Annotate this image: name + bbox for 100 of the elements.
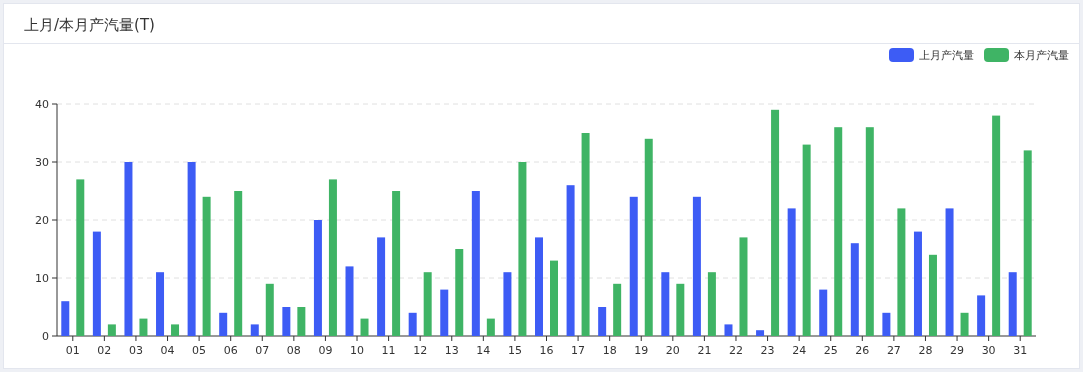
x-tick-label: 30 xyxy=(981,344,996,357)
bar xyxy=(550,260,558,336)
bar xyxy=(882,312,891,336)
x-tick-label: 22 xyxy=(728,344,743,357)
x-tick-label: 23 xyxy=(760,344,775,357)
bar xyxy=(518,162,527,336)
x-tick-label: 06 xyxy=(223,344,238,357)
x-tick-label: 15 xyxy=(507,344,522,357)
bar xyxy=(945,208,954,336)
bar xyxy=(282,307,291,336)
bar xyxy=(423,272,432,336)
bar xyxy=(92,231,101,336)
x-tick-label: 09 xyxy=(318,344,333,357)
x-tick-label: 28 xyxy=(918,344,933,357)
x-tick-label: 24 xyxy=(792,344,807,357)
bar xyxy=(360,318,369,336)
bar xyxy=(787,208,796,336)
x-tick-label: 31 xyxy=(1013,344,1028,357)
x-tick-label: 19 xyxy=(634,344,649,357)
x-tick-label: 25 xyxy=(823,344,838,357)
x-tick-label: 20 xyxy=(665,344,680,357)
bar xyxy=(1023,150,1032,336)
x-tick-label: 10 xyxy=(350,344,365,357)
bar xyxy=(219,312,228,336)
bar xyxy=(1008,272,1017,336)
y-tick-label: 40 xyxy=(35,98,49,111)
bar xyxy=(265,283,274,336)
bar xyxy=(819,289,828,336)
bar xyxy=(408,312,417,336)
bar xyxy=(581,133,590,336)
bar xyxy=(535,237,543,336)
x-tick-label: 17 xyxy=(571,344,586,357)
bar xyxy=(676,283,685,336)
x-tick-label: 08 xyxy=(286,344,301,357)
bar xyxy=(644,138,653,336)
bar xyxy=(850,243,859,336)
x-tick-label: 11 xyxy=(381,344,396,357)
bar xyxy=(977,295,986,336)
bar xyxy=(107,324,116,336)
bar xyxy=(471,191,480,336)
bar xyxy=(566,185,575,336)
bar xyxy=(613,283,622,336)
x-tick-label: 27 xyxy=(886,344,901,357)
bar xyxy=(171,324,180,336)
bar xyxy=(598,307,607,336)
y-tick-label: 10 xyxy=(35,272,49,285)
bar xyxy=(503,272,512,336)
y-tick-label: 30 xyxy=(35,156,49,169)
bar xyxy=(440,289,449,336)
bar xyxy=(739,237,748,336)
bar xyxy=(897,208,906,336)
bar xyxy=(692,196,701,336)
x-tick-label: 16 xyxy=(539,344,554,357)
bar xyxy=(455,249,464,336)
x-tick-label: 21 xyxy=(697,344,712,357)
bar xyxy=(802,144,811,336)
bar xyxy=(392,191,401,336)
x-tick-label: 03 xyxy=(128,344,143,357)
bar xyxy=(707,272,716,336)
chart-title: 上月/本月产汽量(T) xyxy=(24,16,155,34)
bar xyxy=(328,179,337,336)
x-tick-label: 13 xyxy=(444,344,459,357)
bar xyxy=(202,196,211,336)
bar xyxy=(345,266,354,336)
bar xyxy=(61,301,70,336)
bar xyxy=(250,324,259,336)
bar xyxy=(124,162,133,336)
bar xyxy=(960,312,969,336)
legend-label: 上月产汽量 xyxy=(919,49,974,62)
bar xyxy=(297,307,306,336)
x-tick-label: 05 xyxy=(192,344,207,357)
bar xyxy=(661,272,670,336)
bar xyxy=(724,324,733,336)
bar xyxy=(629,196,638,336)
x-tick-label: 29 xyxy=(950,344,965,357)
bar xyxy=(76,179,85,336)
x-tick-label: 04 xyxy=(160,344,175,357)
bar xyxy=(313,220,322,336)
bar xyxy=(992,115,1001,336)
bar xyxy=(928,254,937,336)
bar xyxy=(756,330,765,336)
bar xyxy=(187,162,196,336)
bar xyxy=(771,109,780,336)
x-tick-label: 14 xyxy=(476,344,491,357)
y-tick-label: 20 xyxy=(35,214,49,227)
y-tick-label: 0 xyxy=(42,330,49,343)
bar xyxy=(377,237,386,336)
bar xyxy=(156,272,165,336)
bar xyxy=(234,191,243,336)
x-tick-label: 18 xyxy=(602,344,617,357)
x-tick-label: 26 xyxy=(855,344,870,357)
legend-label: 本月产汽量 xyxy=(1014,49,1069,62)
bar xyxy=(913,231,922,336)
x-tick-label: 12 xyxy=(413,344,428,357)
x-tick-label: 02 xyxy=(97,344,112,357)
bar xyxy=(834,127,843,336)
bar xyxy=(865,127,874,336)
bar xyxy=(486,318,495,336)
bar xyxy=(139,318,148,336)
x-tick-label: 01 xyxy=(65,344,80,357)
